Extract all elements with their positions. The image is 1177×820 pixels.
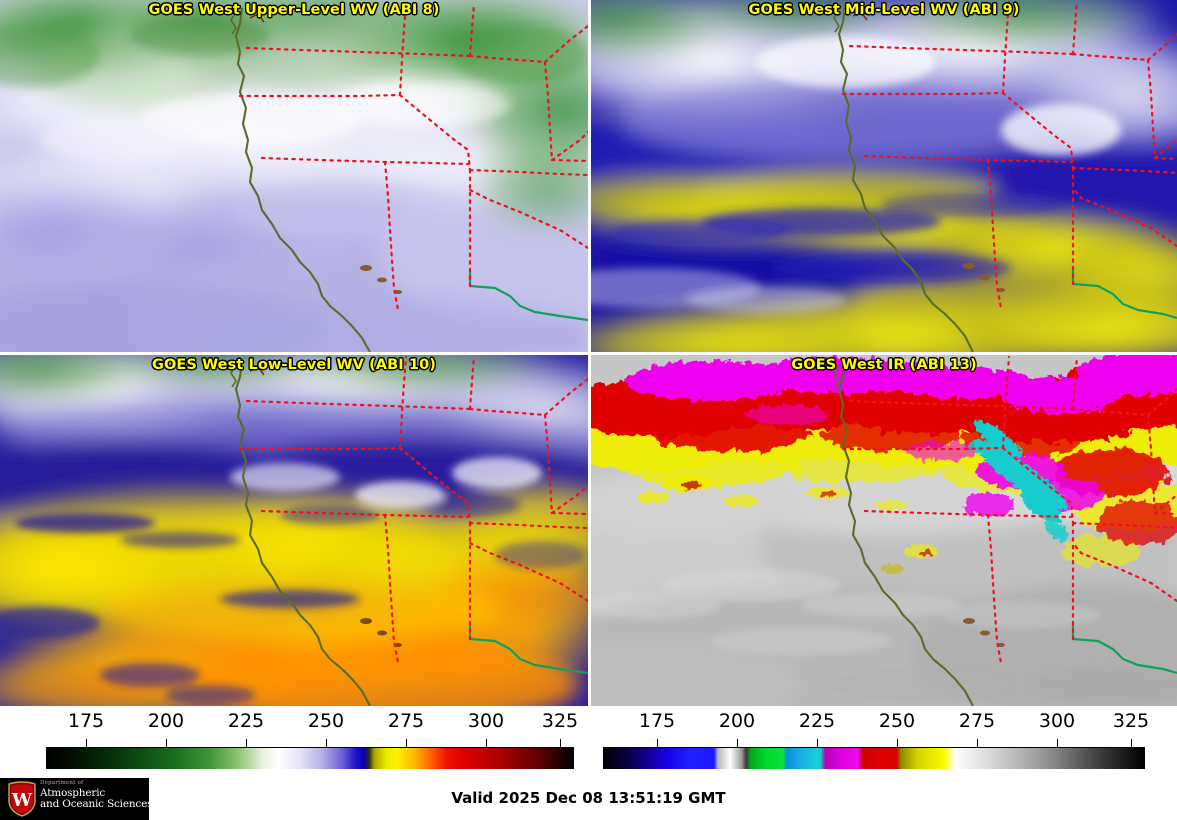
geography-overlay-bl: [230, 355, 588, 706]
footer: W Department of Atmospheric and Oceanic …: [0, 778, 1177, 820]
colorbar-ir-tick-300: 300: [1038, 710, 1076, 732]
valid-time-label: Valid 2025 Dec 08 13:51:19 GMT: [451, 789, 726, 807]
ir-image: [591, 355, 1177, 706]
uw-crest-icon: W: [8, 781, 36, 817]
colorbar-wv-tick-250: 250: [307, 710, 345, 732]
low-level-wv-image: [0, 355, 588, 706]
geography-overlay-tr: [833, 0, 1177, 352]
colorbar-ir-tick-325: 325: [1112, 710, 1150, 732]
satellite-panel-grid: GOES West Upper-Level WV (ABI 8): [0, 0, 1177, 706]
panel-ir[interactable]: GOES West IR (ABI 13): [591, 355, 1177, 706]
panel-upper-level-wv[interactable]: GOES West Upper-Level WV (ABI 8): [0, 0, 588, 352]
colorbar-wv-tick-200: 200: [147, 710, 185, 732]
colorbar-ir-tick-200: 200: [718, 710, 756, 732]
uw-aos-logo-text: Department of Atmospheric and Oceanic Sc…: [40, 780, 149, 811]
colorbar-ir-ticklabels: 175 200 225 250 275 300 325: [589, 710, 1177, 736]
colorbar-ir-tick-275: 275: [958, 710, 996, 732]
logo-line-oceanic: and Oceanic Sciences: [40, 798, 149, 811]
svg-text:W: W: [11, 790, 33, 811]
logo-line-atmospheric: Atmospheric: [40, 786, 106, 799]
colorbar-ir-tick-225: 225: [798, 710, 836, 732]
panel-mid-level-wv[interactable]: GOES West Mid-Level WV (ABI 9): [591, 0, 1177, 352]
colorbar-ir-gradient[interactable]: [603, 748, 1145, 769]
geography-overlay-tl: [230, 2, 588, 352]
colorbar-wv-axis: [46, 739, 574, 748]
upper-level-wv-image: [0, 0, 588, 352]
colorbar-ir-axis: [603, 739, 1145, 748]
logo-department-line: Department of: [40, 780, 84, 786]
colorbar-ir-tick-250: 250: [878, 710, 916, 732]
colorbar-wv-tick-300: 300: [467, 710, 505, 732]
panel-low-level-wv[interactable]: GOES West Low-Level WV (ABI 10): [0, 355, 588, 706]
mid-level-wv-image: [591, 0, 1177, 352]
colorbar-section: 175 200 225 250 275 300 325 175 200 225 …: [0, 706, 1177, 778]
colorbar-wv-tick-225: 225: [227, 710, 265, 732]
geography-overlay-br: [833, 355, 1177, 706]
colorbar-wv-gradient[interactable]: [46, 748, 574, 769]
colorbar-wv-tick-175: 175: [67, 710, 105, 732]
colorbar-wv-tick-275: 275: [387, 710, 425, 732]
colorbar-wv-ticklabels: 175 200 225 250 275 300 325: [0, 710, 589, 736]
uw-aos-logo[interactable]: W Department of Atmospheric and Oceanic …: [0, 778, 149, 820]
colorbar-wv[interactable]: 175 200 225 250 275 300 325: [0, 706, 589, 778]
colorbar-wv-tick-325: 325: [541, 710, 579, 732]
colorbar-ir-tick-175: 175: [638, 710, 676, 732]
colorbar-ir[interactable]: 175 200 225 250 275 300 325: [589, 706, 1177, 778]
